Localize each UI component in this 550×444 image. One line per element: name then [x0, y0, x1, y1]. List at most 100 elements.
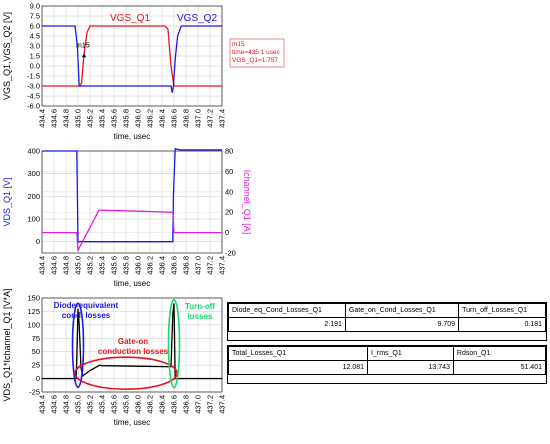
x-tick-label: 435.0	[74, 109, 83, 128]
table-header: Turn_off_Losses_Q1	[458, 303, 546, 318]
x-tick-label: 434.8	[62, 256, 71, 275]
x-tick-label: 435.4	[98, 395, 107, 414]
series-line-vgs-q2	[42, 25, 222, 93]
annotation-diode-losses: Diode-equivalent	[54, 301, 119, 310]
x-tick-label: 437.0	[194, 109, 203, 128]
x-tick-label: 437.2	[206, 109, 215, 128]
marker-readout-line: m15	[232, 41, 245, 48]
y-tick-label: 9.0	[30, 2, 40, 11]
annotation-turn-off-losses: Turn-off	[185, 302, 215, 311]
x-tick-label: 436.8	[182, 109, 191, 128]
x-tick-label: 435.6	[110, 109, 119, 128]
table-cell: 2.191	[228, 317, 346, 332]
x-tick-label: 435.8	[122, 109, 131, 128]
y-tick-label: 7.5	[30, 12, 40, 21]
y-tick-label: 125	[27, 307, 40, 316]
x-tick-label: 435.6	[110, 256, 119, 275]
table-cell: 13.743	[367, 360, 454, 375]
y-tick-label: -1.5	[27, 72, 40, 81]
x-tick-label: 435.2	[86, 395, 95, 414]
x-tick-label: 436.8	[182, 395, 191, 414]
x-tick-label: 436.0	[134, 395, 143, 414]
y-tick-label: 6.0	[30, 22, 40, 31]
table-header: Rdson_Q1	[452, 346, 547, 361]
x-tick-label: 435.8	[122, 395, 131, 414]
x-tick-label: 434.4	[38, 395, 47, 414]
table-cell: 9.709	[344, 317, 460, 332]
series-line-vds-q1	[42, 147, 222, 243]
y2-tick-label: 60	[225, 167, 233, 176]
x-tick-label: 434.8	[62, 109, 71, 128]
y2-axis-label: Ichannel_Q1 [A]	[242, 170, 252, 235]
table-header: Total_Losses_Q1	[227, 346, 369, 361]
y-tick-label: 150	[27, 294, 40, 303]
y-tick-label: -25	[29, 388, 40, 397]
x-tick-label: 437.4	[218, 395, 227, 414]
marker-label: m15	[76, 42, 90, 49]
x-axis-label: time, usec	[114, 418, 150, 427]
x-tick-label: 436.8	[182, 256, 191, 275]
x-tick-label: 437.0	[194, 256, 203, 275]
y-tick-label: 3.0	[30, 42, 40, 51]
x-tick-label: 434.6	[50, 256, 59, 275]
y-tick-label: 0	[36, 374, 40, 383]
y2-tick-label: -20	[225, 249, 236, 258]
y-tick-label: -3.0	[27, 82, 40, 91]
losses-table-2-grid: Total_Losses_Q1 I_rms_Q1 Rdson_Q1 12.081…	[227, 346, 547, 375]
x-tick-label: 436.2	[146, 109, 155, 128]
marker-readout-box	[229, 38, 285, 68]
x-tick-label: 436.6	[170, 109, 179, 128]
x-tick-label: 435.4	[98, 109, 107, 128]
x-tick-label: 436.6	[170, 395, 179, 414]
x-tick-label: 436.4	[158, 109, 167, 128]
y-tick-label: 0	[36, 237, 40, 246]
y-tick-label: 4.5	[30, 32, 40, 41]
x-tick-label: 435.6	[110, 395, 119, 414]
table-header: Diode_eq_Cond_Losses_Q1	[228, 303, 346, 318]
x-axis-label: time, usec	[114, 132, 150, 141]
y-axis-label: VGS_Q1,VGS_Q2 [V]	[2, 12, 12, 100]
annotation-diode-losses: cond. losses	[62, 311, 111, 320]
y-axis-label: VDS_Q1 [V]	[2, 177, 12, 226]
x-tick-label: 435.2	[86, 256, 95, 275]
y-tick-label: -4.5	[27, 92, 40, 101]
table-header: Gate_on_Cond_Losses_Q1	[344, 303, 460, 318]
y-tick-label: 25	[32, 361, 40, 370]
y-tick-label: 400	[27, 147, 40, 156]
x-tick-label: 436.2	[146, 395, 155, 414]
legend-label: VGS_Q2	[177, 13, 217, 24]
marker-point	[82, 53, 86, 58]
y-tick-label: 75	[32, 334, 40, 343]
losses-table-2: Total_Losses_Q1 I_rms_Q1 Rdson_Q1 12.081…	[227, 345, 547, 384]
y-tick-label: 50	[32, 347, 40, 356]
annotation-gate-on-losses: conduction losses	[98, 347, 169, 356]
y2-tick-label: 0	[225, 228, 229, 237]
x-tick-label: 437.2	[206, 256, 215, 275]
y2-tick-label: 20	[225, 208, 233, 217]
plot-frame	[41, 297, 223, 393]
x-axis-label: time, usec	[114, 279, 150, 288]
marker-readout-line: time=435.1 usec	[232, 49, 281, 56]
losses-table-1: Diode_eq_Cond_Losses_Q1 Gate_on_Cond_Los…	[227, 302, 547, 341]
annotation-turn-off-losses: losses	[188, 312, 213, 321]
annotation-gate-on-losses: Gate-on	[118, 337, 148, 346]
x-tick-label: 436.0	[134, 256, 143, 275]
x-tick-label: 434.6	[50, 395, 59, 414]
table-cell: 51.401	[452, 360, 547, 375]
y-axis-label: VDS_Q1*Ichannel_Q1 [V*A]	[2, 288, 12, 401]
x-tick-label: 434.4	[38, 256, 47, 275]
highlight-ellipse-turn-off	[167, 298, 181, 389]
x-tick-label: 436.0	[134, 109, 143, 128]
x-tick-label: 435.2	[86, 109, 95, 128]
y-tick-label: 200	[27, 192, 40, 201]
x-tick-label: 434.6	[50, 109, 59, 128]
x-tick-label: 437.2	[206, 395, 215, 414]
y2-tick-label: 80	[225, 147, 233, 156]
x-tick-label: 435.8	[122, 256, 131, 275]
x-tick-label: 437.4	[218, 109, 227, 128]
y-tick-label: 100	[27, 320, 40, 329]
table-cell: 0.181	[458, 317, 546, 332]
x-tick-label: 436.4	[158, 395, 167, 414]
series-line-ichannel-q1	[42, 209, 222, 252]
